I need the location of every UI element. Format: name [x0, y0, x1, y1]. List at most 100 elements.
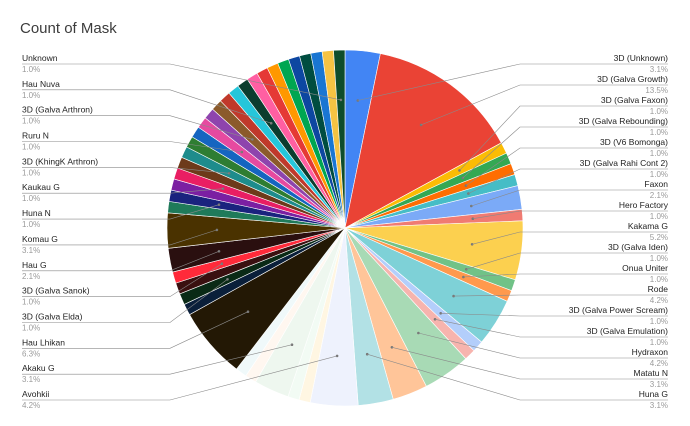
slice-label-percent: 3.1%	[650, 401, 668, 410]
slice-label-percent: 1.0%	[22, 65, 40, 74]
slice-label-name: 3D (Unknown)	[614, 53, 668, 63]
slice-label-percent: 2.1%	[650, 191, 668, 200]
chart-title: Count of Mask	[20, 20, 117, 37]
slice-label-name: 3D (Galva Power Scream)	[569, 305, 668, 315]
slice-label-percent: 1.0%	[650, 254, 668, 263]
slice-label-percent: 1.0%	[650, 128, 668, 137]
leader-line	[22, 115, 253, 140]
leader-line	[471, 189, 668, 207]
slice-label-name: 3D (Galva Rebounding)	[579, 116, 668, 126]
leader-line	[391, 347, 668, 380]
leader-line	[22, 263, 223, 297]
slice-label-percent: 13.5%	[645, 86, 668, 95]
leader-line	[462, 126, 668, 179]
slice-label-name: Hau Lhikan	[22, 337, 65, 347]
leader-line	[22, 251, 220, 272]
pie-slice-3d-galva-growth	[344, 53, 502, 229]
slice-label-percent: 4.2%	[22, 401, 40, 410]
leader-line	[472, 231, 668, 245]
slice-label-name: 3D (V6 Bomonga)	[600, 137, 668, 147]
slice-label-percent: 1.0%	[22, 91, 40, 100]
pie-slices	[166, 49, 524, 407]
slice-label-name: Matatu N	[634, 368, 669, 378]
leader-line	[22, 141, 242, 153]
leader-line	[22, 355, 338, 401]
leader-line	[367, 353, 668, 401]
slice-label-name: Unknown	[22, 53, 58, 63]
slice-label-name: 3D (Galva Arthron)	[22, 105, 93, 115]
slice-label-percent: 1.0%	[650, 338, 668, 347]
slice-label-name: 3D (Galva Growth)	[597, 74, 668, 84]
pie-slice-unknown	[333, 49, 346, 229]
leader-line	[22, 63, 341, 101]
slice-label-name: Huna N	[22, 208, 51, 218]
slice-label-name: 3D (Galva Rahi Cont 2)	[580, 158, 669, 168]
slice-label-name: 3D (Galva Sanok)	[22, 286, 90, 296]
slice-label-percent: 1.0%	[22, 117, 40, 126]
slice-label-name: Faxon	[644, 179, 668, 189]
leader-line	[22, 89, 272, 124]
slice-label-name: 3D (Galva Emulation)	[587, 326, 668, 336]
slice-label-name: Avohkii	[22, 389, 49, 399]
leader-line	[22, 188, 224, 194]
leader-line	[440, 313, 668, 317]
slice-label-name: Hau Nuva	[22, 79, 60, 89]
slice-label-percent: 3.1%	[650, 380, 668, 389]
leader-dot	[339, 98, 343, 102]
slice-label-percent: 1.0%	[650, 317, 668, 326]
leader-line	[22, 279, 228, 323]
slice-label-percent: 3.1%	[650, 65, 668, 74]
slice-label-name: Hydraxon	[632, 347, 669, 357]
slice-label-name: 3D (Galva Faxon)	[601, 95, 668, 105]
slice-label-name: Rode	[648, 284, 669, 294]
slice-label-percent: 3.1%	[22, 246, 40, 255]
leader-line	[22, 167, 230, 174]
slice-label-name: Ruru N	[22, 131, 49, 141]
slice-label-name: Hero Factory	[619, 200, 669, 210]
leader-line	[357, 63, 668, 101]
slice-label-name: Kakama G	[628, 221, 668, 231]
slice-label-percent: 1.0%	[22, 324, 40, 333]
slice-label-percent: 4.2%	[650, 359, 668, 368]
slice-label-percent: 1.0%	[650, 107, 668, 116]
slice-label-name: Kaukau G	[22, 182, 60, 192]
leader-line	[434, 319, 668, 338]
leader-line	[22, 204, 220, 220]
leader-line	[22, 344, 293, 375]
slice-label-percent: 6.3%	[22, 349, 40, 358]
leader-line	[453, 294, 668, 297]
slice-label-name: Akaku G	[22, 363, 55, 373]
slice-label-percent: 1.0%	[650, 149, 668, 158]
slice-labels: 3D (Unknown)3.1%3D (Galva Growth)13.5%3D…	[22, 53, 669, 410]
slice-label-name: Komau G	[22, 234, 58, 244]
slice-label-name: Onua Uniter	[622, 263, 668, 273]
slice-label-percent: 1.0%	[650, 275, 668, 284]
slice-label-name: 3D (Galva Elda)	[22, 312, 83, 322]
slice-label-percent: 1.0%	[22, 194, 40, 203]
slice-label-percent: 1.0%	[22, 143, 40, 152]
slice-label-name: Hau G	[22, 260, 47, 270]
slice-label-percent: 2.1%	[22, 272, 40, 281]
leader-line	[420, 84, 668, 126]
slice-label-percent: 3.1%	[22, 375, 40, 384]
slice-label-percent: 1.0%	[22, 298, 40, 307]
label-leaders	[22, 63, 668, 401]
slice-label-percent: 1.0%	[650, 212, 668, 221]
leader-line	[465, 147, 668, 186]
leader-line	[466, 252, 668, 270]
slice-label-percent: 4.2%	[650, 296, 668, 305]
leader-line	[22, 311, 249, 349]
leader-line	[418, 332, 668, 359]
leader-line	[468, 168, 668, 194]
leader-line	[472, 210, 668, 219]
slice-label-name: 3D (KhingK Arthron)	[22, 156, 98, 166]
slice-label-percent: 5.2%	[650, 233, 668, 242]
leader-line	[22, 229, 217, 246]
leader-dot	[335, 354, 339, 358]
slice-label-name: 3D (Galva Iden)	[608, 242, 668, 252]
slice-label-percent: 1.0%	[22, 220, 40, 229]
leader-line	[459, 105, 668, 171]
slice-label-name: Huna G	[639, 389, 668, 399]
